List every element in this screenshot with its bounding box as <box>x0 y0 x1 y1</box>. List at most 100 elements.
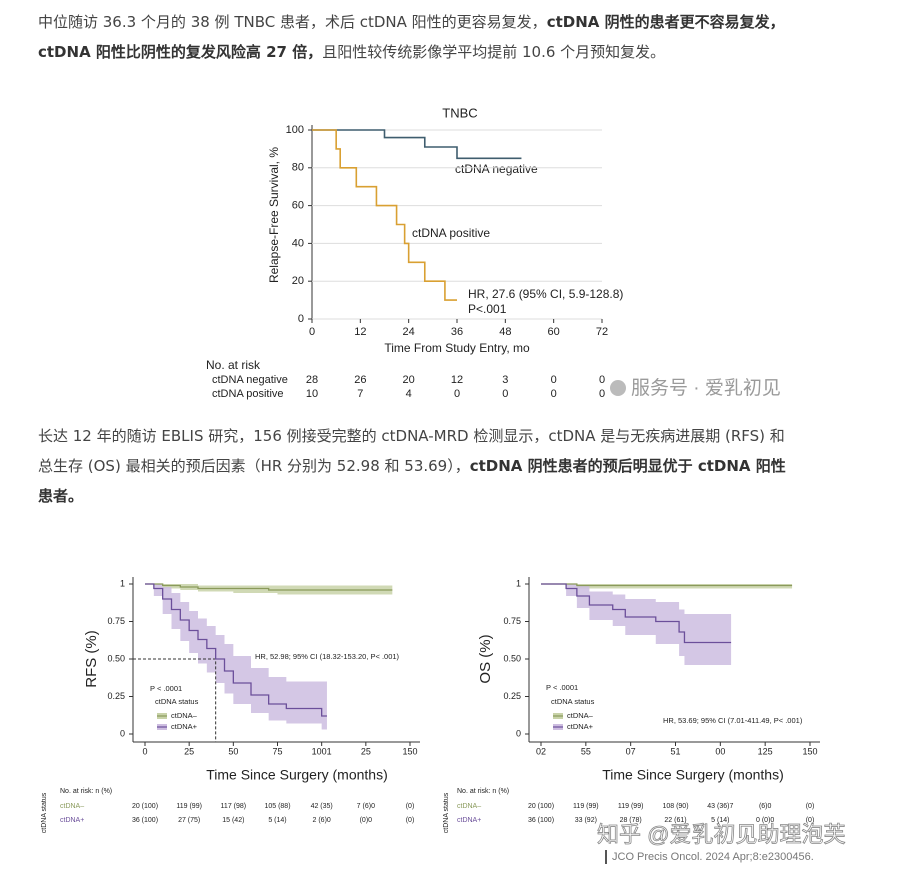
risk-count: 12 <box>451 374 463 386</box>
y-tick-label: 20 <box>292 275 304 287</box>
survival-curve <box>312 129 522 160</box>
risk-count: 0 <box>599 388 605 400</box>
x-tick-label: 48 <box>499 326 511 338</box>
risk-row-label: ctDNA+ <box>60 817 84 824</box>
risk-count: 5 (14) <box>268 817 286 824</box>
survival-curve <box>145 583 393 591</box>
citation-bar <box>605 850 607 864</box>
risk-count: 119 (99) <box>618 803 644 810</box>
text-run: ctDNA 阴性患者的预后明显优于 ctDNA 阳性 <box>469 457 786 475</box>
risk-count: 5 (14) <box>711 817 729 824</box>
x-axis-label: Time From Study Entry, mo <box>384 341 530 355</box>
legend-label: ctDNA– <box>567 711 594 720</box>
y-tick-label: 0.50 <box>107 653 125 663</box>
y-tick-label: 0.50 <box>503 653 521 663</box>
y-tick-label: 100 <box>286 124 304 136</box>
y-axis-label: OS (%) <box>477 634 494 683</box>
x-tick-label: 07 <box>626 746 636 756</box>
x-tick-label: 25 <box>361 746 371 756</box>
text-line: 中位随访 36.3 个月的 38 例 TNBC 患者，术后 ctDNA 阳性的更… <box>38 7 898 37</box>
y-axis-label: RFS (%) <box>83 630 100 688</box>
confidence-band <box>541 584 732 665</box>
x-tick-label: 00 <box>715 746 725 756</box>
y-tick-label: 0.75 <box>503 616 521 626</box>
risk-count: 22 (61) <box>664 817 686 824</box>
y-tick-label: 0 <box>298 313 304 325</box>
text-line: ctDNA 阳性比阴性的复发风险高 27 倍，且阳性较传统影像学平均提前 10.… <box>38 37 898 67</box>
y-tick-label: 40 <box>292 237 304 249</box>
y-tick-label: 0.25 <box>107 691 125 701</box>
risk-count: 26 <box>354 374 366 386</box>
risk-row-label: ctDNA– <box>60 803 84 810</box>
risk-row-label: ctDNA+ <box>457 817 481 824</box>
risk-title: No. at risk: n (%) <box>60 788 112 795</box>
y-tick-label: 0 <box>120 728 125 738</box>
x-tick-label: 150 <box>802 746 817 756</box>
risk-count: 0 (0)0 <box>756 817 774 824</box>
risk-count: (0) <box>806 817 815 824</box>
legend-label: ctDNA+ <box>567 722 594 731</box>
risk-row-label: ctDNA positive <box>212 388 284 400</box>
risk-count: 15 (42) <box>222 817 244 824</box>
risk-title: No. at risk <box>206 358 261 372</box>
risk-count: 0 <box>599 374 605 386</box>
legend-label: ctDNA– <box>171 711 198 720</box>
x-tick-label: 36 <box>451 326 463 338</box>
risk-count: 119 (99) <box>176 803 202 810</box>
risk-count: 119 (99) <box>573 803 599 810</box>
legend-title: ctDNA status <box>551 697 595 706</box>
risk-count: 2 (6)0 <box>313 817 331 824</box>
risk-count: 10 <box>306 388 318 400</box>
risk-count: (0) <box>406 803 415 810</box>
text-run: 中位随访 36.3 个月的 38 例 TNBC 患者，术后 ctDNA 阳性的更… <box>38 13 547 31</box>
risk-count: 0 <box>551 374 557 386</box>
text-run: ctDNA 阴性的患者更不容易复发， <box>546 13 785 31</box>
y-tick-label: 0.25 <box>503 691 521 701</box>
annotation: P < .0001 <box>546 683 578 692</box>
paragraph: 长达 12 年的随访 EBLIS 研究，156 例接受完整的 ctDNA-MRD… <box>38 421 898 511</box>
risk-title: No. at risk: n (%) <box>457 788 509 795</box>
y-tick-label: 1 <box>516 578 521 588</box>
paragraph: 中位随访 36.3 个月的 38 例 TNBC 患者，术后 ctDNA 阳性的更… <box>38 7 898 67</box>
risk-count: 27 (75) <box>178 817 200 824</box>
annotation: HR, 52.98; 95% CI (18.32-153.20, P< .001… <box>255 652 400 661</box>
annotation: P<.001 <box>468 302 507 316</box>
risk-count: 43 (36)7 <box>707 803 733 810</box>
x-tick-label: 51 <box>670 746 680 756</box>
annotation: HR, 27.6 (95% CI, 5.9-128.8) <box>468 287 623 301</box>
risk-count: 28 (78) <box>620 817 642 824</box>
legend-label: ctDNA+ <box>171 722 198 731</box>
confidence-band <box>145 584 327 730</box>
survival-curve <box>145 583 327 717</box>
legend-title: ctDNA status <box>155 697 199 706</box>
risk-group-label: ctDNA status <box>443 792 450 833</box>
survival-curve <box>541 583 732 644</box>
x-tick-label: 50 <box>228 746 238 756</box>
risk-row-label: ctDNA– <box>457 803 481 810</box>
x-tick-label: 55 <box>581 746 591 756</box>
chart-title: TNBC <box>442 105 477 120</box>
risk-count: 7 <box>357 388 363 400</box>
watermark: 知乎 @爱乳初见助理泡芙 <box>597 822 845 847</box>
text-line: 总生存 (OS) 最相关的预后因素（HR 分别为 52.98 和 53.69），… <box>38 451 898 481</box>
x-tick-label: 150 <box>402 746 417 756</box>
y-tick-label: 80 <box>292 162 304 174</box>
risk-count: 108 (90) <box>662 803 688 810</box>
survival-curve <box>312 129 457 301</box>
risk-count: 0 <box>551 388 557 400</box>
x-tick-label: 75 <box>272 746 282 756</box>
risk-count: 28 <box>306 374 318 386</box>
risk-count: (6)0 <box>759 803 772 810</box>
y-tick-label: 0 <box>516 728 521 738</box>
risk-count: 36 (100) <box>528 817 554 824</box>
x-tick-label: 0 <box>142 746 147 756</box>
text-line: 患者。 <box>38 481 898 511</box>
risk-count: 20 (100) <box>528 803 554 810</box>
x-tick-label: 60 <box>548 326 560 338</box>
risk-count: 0 <box>502 388 508 400</box>
risk-count: 20 (100) <box>132 803 158 810</box>
y-tick-label: 60 <box>292 200 304 212</box>
x-tick-label: 24 <box>403 326 415 338</box>
y-tick-label: 0.75 <box>107 616 125 626</box>
